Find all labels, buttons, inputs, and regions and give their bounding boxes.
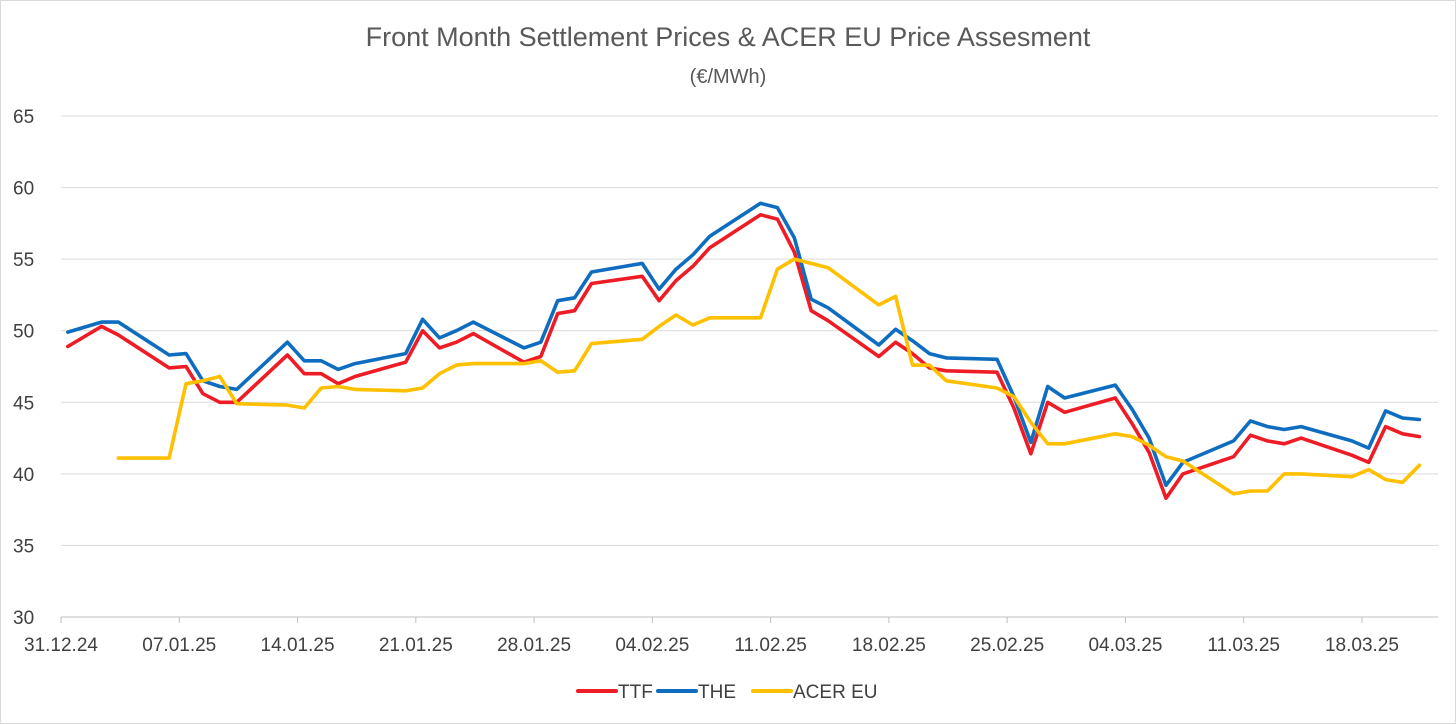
x-tick-label: 11.02.25 xyxy=(734,635,807,656)
y-tick-label: 60 xyxy=(13,179,34,200)
x-tick-label: 28.01.25 xyxy=(497,635,571,656)
x-tick-label: 18.03.25 xyxy=(1325,635,1399,656)
y-tick-label: 65 xyxy=(13,107,34,128)
x-tick-label: 14.01.25 xyxy=(261,635,335,656)
x-tick-label: 25.02.25 xyxy=(970,635,1044,656)
gridlines xyxy=(61,115,1438,618)
legend-label: THE xyxy=(698,682,736,703)
y-tick-label: 40 xyxy=(13,465,34,486)
legend: TTF THE ACER EU xyxy=(576,682,877,703)
series-line-acer-eu xyxy=(116,257,1422,496)
y-axis-tick-labels: 30 35 40 45 50 55 60 65 xyxy=(13,107,34,629)
x-tick-label: 21.01.25 xyxy=(379,635,453,656)
series-lines xyxy=(66,201,1422,500)
x-tick-label: 04.03.25 xyxy=(1088,635,1162,656)
y-tick-label: 35 xyxy=(13,536,34,557)
x-axis-tick-labels: 31.12.24 07.01.25 14.01.25 21.01.25 28.01.25… xyxy=(24,617,1399,656)
y-tick-label: 50 xyxy=(13,322,34,343)
x-tick-label: 18.02.25 xyxy=(852,635,926,656)
series-line-ttf xyxy=(66,213,1422,500)
x-tick-label: 04.02.25 xyxy=(615,635,689,656)
x-tick-label: 07.01.25 xyxy=(142,635,216,656)
chart-title: Front Month Settlement Prices & ACER EU … xyxy=(366,22,1091,52)
y-tick-label: 55 xyxy=(13,250,34,271)
y-tick-label: 45 xyxy=(13,393,34,414)
series-line-the xyxy=(66,201,1422,488)
legend-label: TTF xyxy=(618,682,653,703)
x-tick-label: 31.12.24 xyxy=(24,635,98,656)
y-tick-label: 30 xyxy=(13,608,34,629)
legend-label: ACER EU xyxy=(793,682,877,703)
x-tick-label: 11.03.25 xyxy=(1207,635,1280,656)
chart-subtitle: (€/MWh) xyxy=(690,66,767,88)
